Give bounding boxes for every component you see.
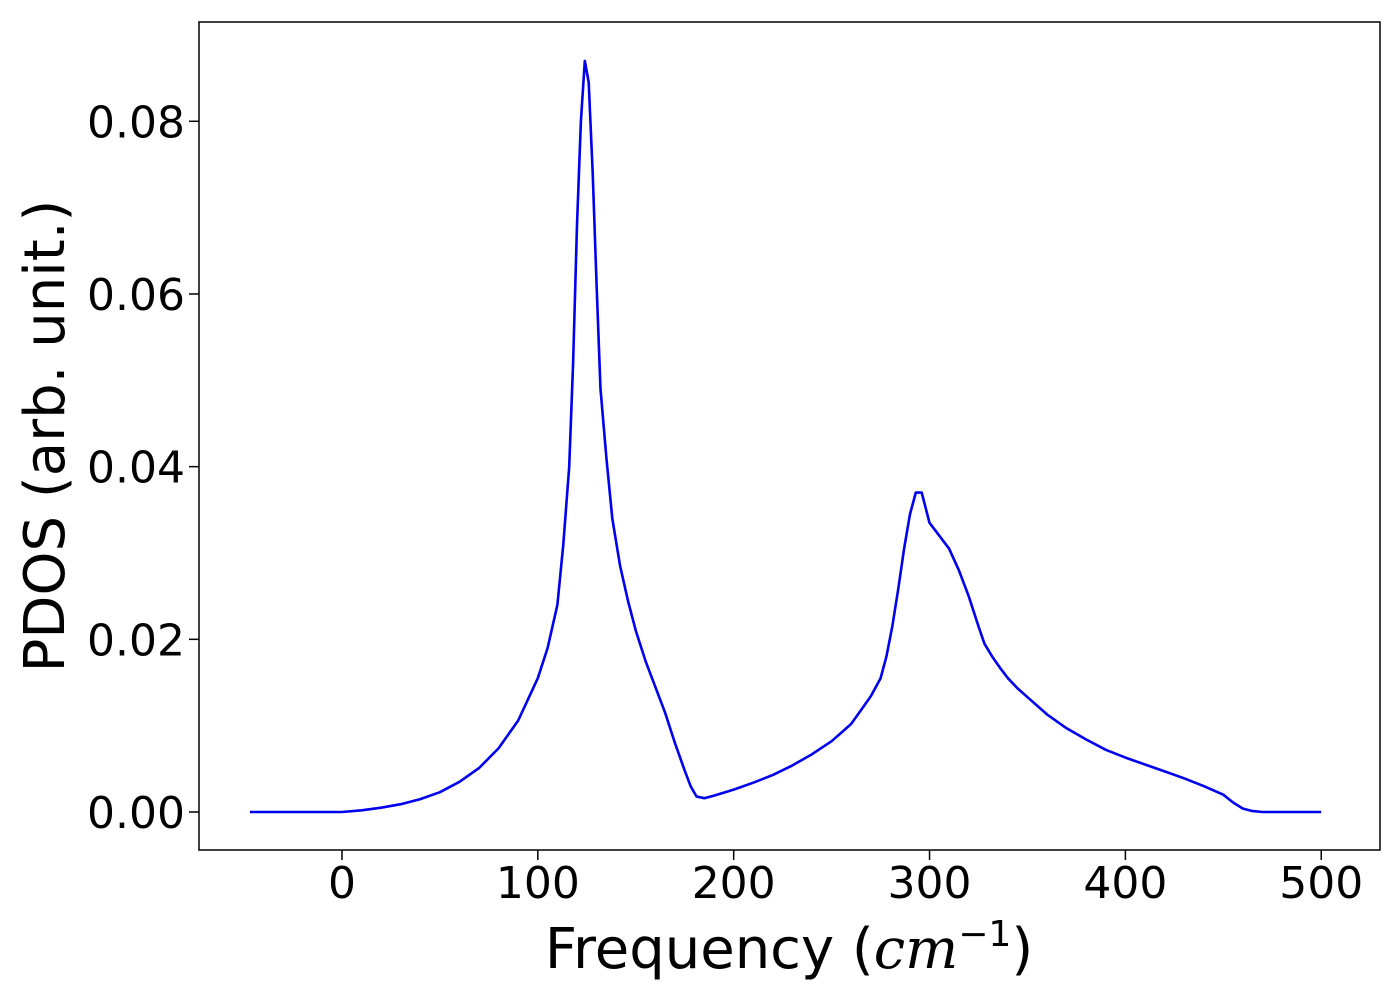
- plot-frame: [198, 21, 1381, 851]
- y-tick-label: 0.02: [87, 615, 185, 666]
- x-tick-label: 500: [1279, 858, 1363, 909]
- x-tick-label: 300: [888, 858, 972, 909]
- y-tick-label: 0.00: [87, 788, 185, 839]
- x-axis-label: Frequency (cm−1): [545, 914, 1033, 982]
- x-tick-label: 0: [328, 858, 356, 909]
- y-tick-label: 0.08: [87, 97, 185, 148]
- y-tick-label: 0.04: [87, 443, 185, 494]
- y-axis-label: PDOS (arb. unit.): [13, 200, 78, 673]
- y-tick-label: 0.06: [87, 270, 185, 321]
- pdos-series-line: [249, 59, 1322, 814]
- series-layer: [249, 59, 1322, 814]
- y-axis: 0.00 0.02 0.04 0.06 0.08: [87, 97, 199, 839]
- x-tick-label: 200: [692, 858, 776, 909]
- x-axis: 0 100 200 300 400 500: [328, 850, 1363, 909]
- x-tick-label: 100: [496, 858, 580, 909]
- x-tick-label: 400: [1083, 858, 1167, 909]
